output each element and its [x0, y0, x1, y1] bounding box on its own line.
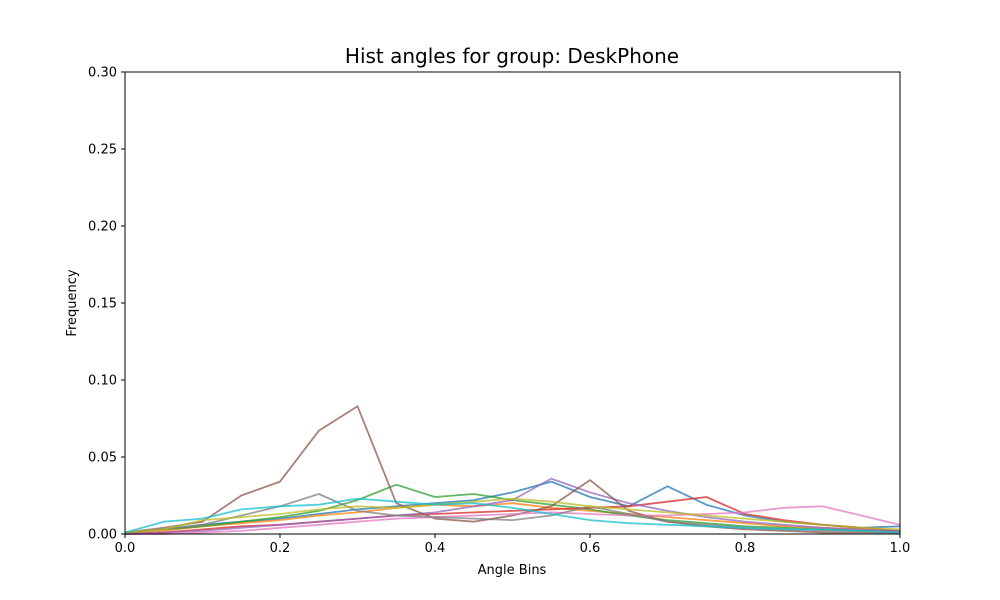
series-line-4 [124, 496, 901, 535]
y-tick-label: 0.15 [88, 297, 117, 312]
y-tick-label: 0.25 [88, 143, 117, 158]
series-group [124, 405, 901, 535]
y-axis: 0.00 0.05 0.10 0.15 0.20 0.25 0.30 [88, 66, 125, 543]
y-axis-label: Frequency [65, 269, 80, 336]
y-tick-label: 0.10 [88, 374, 117, 389]
x-tick-label: 0.4 [425, 541, 446, 556]
y-tick-label: 0.30 [88, 66, 117, 81]
x-axis: 0.0 0.2 0.4 0.6 0.8 1.0 [115, 534, 911, 556]
series-line-2 [124, 502, 901, 534]
series-line-7 [125, 505, 901, 535]
series-line-10 [124, 497, 901, 534]
x-tick-label: 0.8 [735, 541, 756, 556]
y-tick-label: 0.00 [88, 528, 117, 543]
x-tick-label: 0.6 [580, 541, 601, 556]
y-tick-label: 0.20 [88, 220, 117, 235]
x-tick-label: 1.0 [890, 541, 911, 556]
x-tick-label: 0.2 [270, 541, 291, 556]
y-tick-label: 0.05 [88, 451, 117, 466]
series-line-5 [124, 477, 901, 535]
series-line-6 [124, 405, 900, 534]
x-tick-label: 0.0 [115, 541, 136, 556]
x-axis-label: Angle Bins [478, 563, 547, 578]
series-line-9 [124, 497, 901, 534]
chart-title: Hist angles for group: DeskPhone [345, 44, 679, 68]
